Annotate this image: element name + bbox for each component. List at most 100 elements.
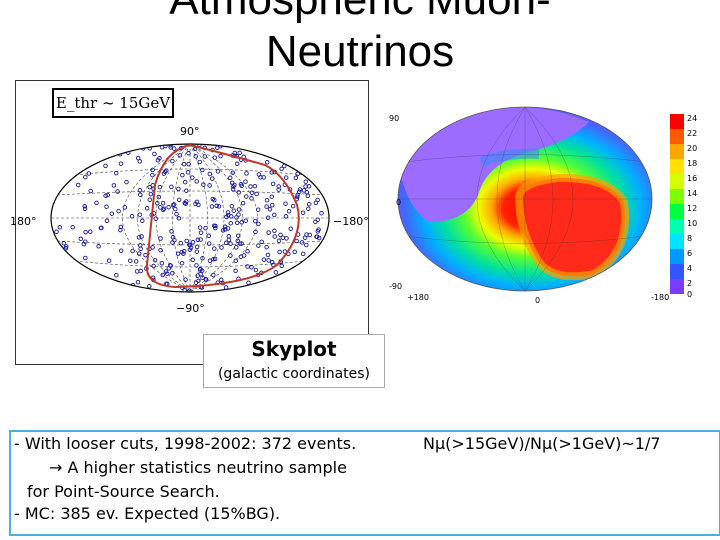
- event-marker: [173, 206, 178, 212]
- event-marker: [104, 218, 110, 224]
- event-marker: [306, 201, 312, 207]
- event-marker: [133, 259, 139, 264]
- event-marker: [182, 179, 188, 185]
- event-marker: [272, 228, 277, 234]
- event-marker: [181, 248, 187, 254]
- event-marker: [238, 181, 244, 187]
- event-marker: [233, 258, 239, 264]
- event-marker: [303, 179, 309, 184]
- event-marker: [169, 184, 174, 190]
- colorbar-tick: 16: [687, 174, 698, 183]
- event-marker: [136, 251, 142, 256]
- event-marker: [171, 202, 177, 207]
- colorbar-tick: 18: [687, 159, 698, 168]
- event-marker: [156, 194, 162, 200]
- event-marker: [293, 175, 299, 181]
- event-marker: [239, 241, 244, 246]
- event-marker: [207, 171, 213, 177]
- event-marker: [226, 234, 232, 239]
- event-marker: [158, 236, 163, 241]
- event-marker: [88, 188, 93, 194]
- event-marker: [212, 256, 218, 262]
- event-marker: [184, 238, 189, 244]
- event-marker: [295, 194, 300, 199]
- event-marker: [161, 206, 167, 211]
- event-marker: [186, 161, 191, 167]
- colorbar-tick: 14: [687, 189, 698, 198]
- event-marker: [314, 234, 320, 239]
- event-marker: [160, 272, 165, 278]
- event-marker: [254, 191, 259, 197]
- event-marker: [194, 249, 200, 254]
- event-marker: [237, 241, 243, 246]
- event-marker: [290, 203, 296, 209]
- event-marker: [135, 279, 141, 285]
- event-marker: [198, 271, 203, 277]
- event-marker: [103, 163, 108, 169]
- colorbar-tick: 10: [687, 219, 698, 228]
- event-marker: [114, 272, 119, 278]
- event-marker: [159, 260, 165, 266]
- event-marker: [170, 158, 175, 164]
- event-marker: [234, 161, 240, 167]
- event-marker: [75, 182, 81, 188]
- event-marker: [252, 183, 258, 189]
- event-marker: [128, 258, 133, 263]
- event-marker: [223, 285, 229, 290]
- event-marker: [82, 204, 87, 209]
- event-marker: [184, 188, 189, 193]
- event-marker: [236, 190, 242, 195]
- event-marker: [200, 167, 205, 173]
- expected-flux-map-panel: 24 22 20 18 16 14 12 10 8 6 4 2 0 90 0 -…: [369, 102, 704, 308]
- event-marker: [211, 272, 216, 278]
- event-marker: [223, 240, 229, 246]
- event-marker: [186, 151, 191, 156]
- left-skymap-left-label: 180°: [10, 215, 37, 228]
- event-marker: [319, 210, 324, 216]
- event-marker: [103, 193, 108, 198]
- event-marker: [181, 161, 187, 167]
- event-marker: [259, 239, 264, 245]
- event-marker: [256, 221, 261, 227]
- event-marker: [187, 247, 193, 252]
- event-marker: [199, 268, 205, 273]
- colorbar-tick: 4: [687, 264, 693, 273]
- event-marker: [148, 191, 154, 197]
- event-marker: [118, 248, 124, 253]
- event-marker: [252, 218, 258, 224]
- slide-title-line2: Neutrinos: [265, 27, 455, 76]
- event-marker: [234, 220, 240, 226]
- event-marker: [256, 243, 261, 248]
- event-skymap: [50, 143, 330, 293]
- left-skymap-bottom-label: −90°: [176, 302, 205, 315]
- event-marker: [124, 179, 129, 185]
- event-marker: [219, 245, 224, 250]
- event-marker: [244, 171, 249, 176]
- event-marker: [276, 238, 282, 244]
- event-marker: [283, 201, 288, 206]
- event-marker: [63, 244, 69, 249]
- skyplot-caption-box: Skyplot (galactic coordinates): [203, 334, 385, 388]
- event-marker: [243, 218, 249, 223]
- event-marker: [276, 184, 281, 189]
- event-marker: [232, 150, 238, 156]
- event-marker: [206, 233, 212, 239]
- colorbar-tick: 2: [687, 279, 693, 288]
- event-marker: [57, 225, 63, 230]
- event-marker: [304, 242, 309, 248]
- event-marker: [175, 251, 181, 256]
- event-marker: [235, 238, 241, 244]
- event-marker: [276, 187, 281, 192]
- event-marker: [279, 166, 284, 172]
- expected-flux-map: [397, 106, 684, 294]
- event-marker: [150, 167, 155, 173]
- event-marker: [174, 211, 179, 217]
- event-marker: [83, 229, 88, 235]
- event-marker: [213, 223, 218, 229]
- event-marker: [109, 211, 115, 216]
- event-marker: [155, 201, 160, 206]
- skyplot-title: Skyplot: [251, 337, 337, 361]
- event-marker: [171, 146, 177, 151]
- event-marker: [161, 171, 167, 176]
- event-marker: [83, 174, 88, 180]
